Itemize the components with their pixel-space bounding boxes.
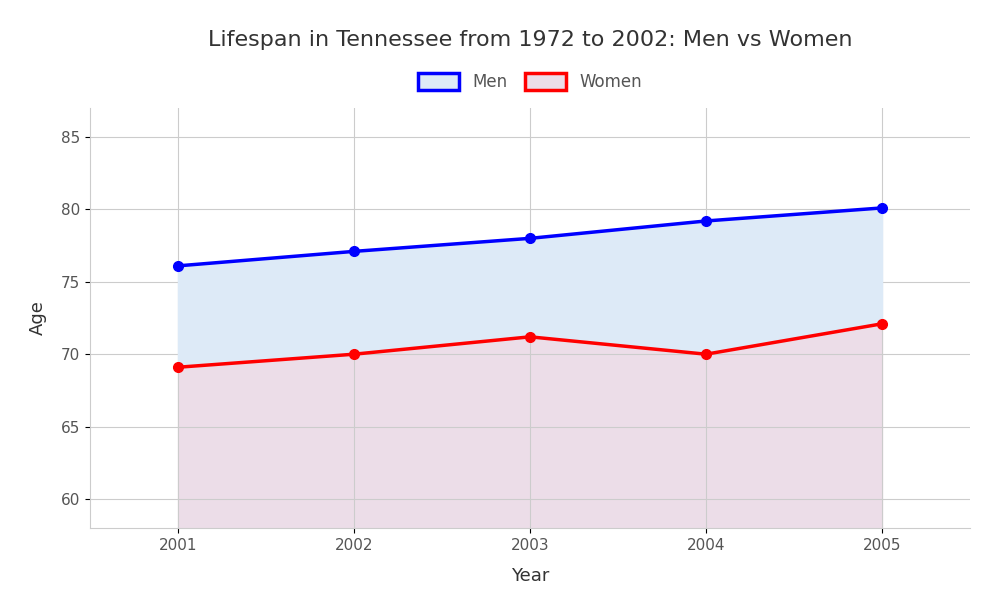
Title: Lifespan in Tennessee from 1972 to 2002: Men vs Women: Lifespan in Tennessee from 1972 to 2002:… <box>208 29 852 49</box>
Legend: Men, Women: Men, Women <box>411 66 649 97</box>
X-axis label: Year: Year <box>511 566 549 584</box>
Y-axis label: Age: Age <box>29 301 47 335</box>
